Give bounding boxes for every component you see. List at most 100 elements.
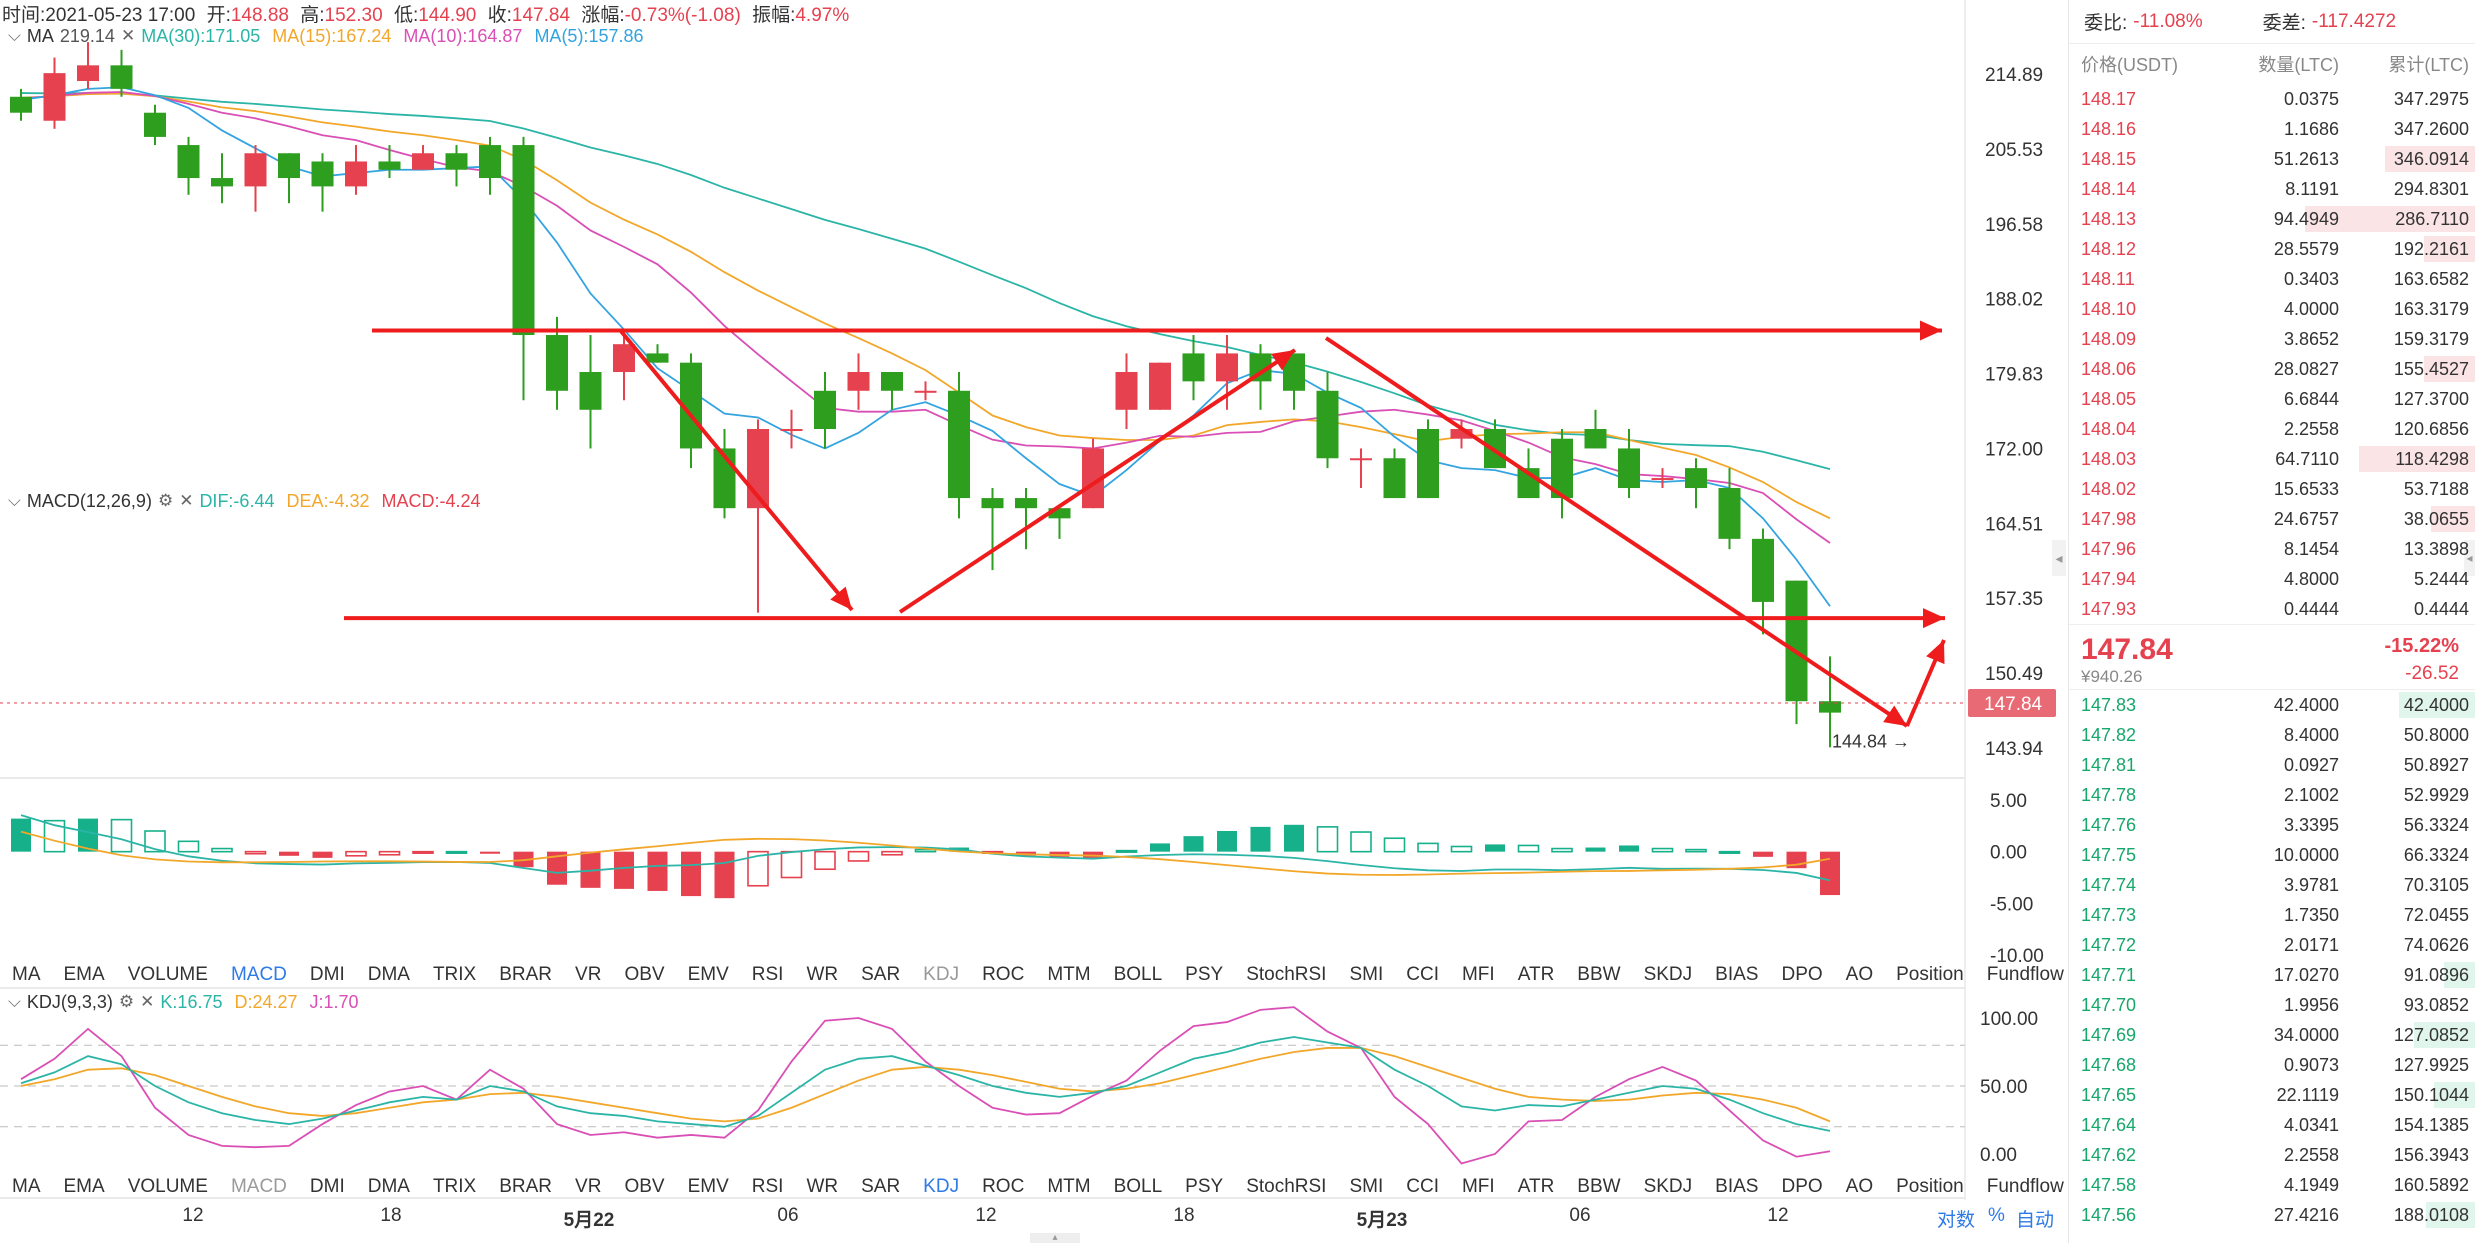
indicator-tab-kdj[interactable]: KDJ — [923, 1176, 960, 1197]
bid-row[interactable]: 147.83 42.4000 42.4000 — [2069, 690, 2475, 720]
indicator-tab-cci[interactable]: CCI — [1406, 1176, 1439, 1197]
ask-row[interactable]: 148.13 94.4949 286.7110 — [2069, 204, 2475, 234]
indicator-tab-obv[interactable]: OBV — [624, 964, 665, 985]
bid-row[interactable]: 147.82 8.4000 50.8000 — [2069, 720, 2475, 750]
kline-chart-canvas[interactable]: 214.89 205.53 196.58 188.02 179.83 172.00 164.… — [0, 0, 2060, 1243]
indicator-tab-position[interactable]: Position — [1896, 1176, 1964, 1197]
indicator-tab-boll[interactable]: BOLL — [1113, 1176, 1163, 1197]
ask-row[interactable]: 148.17 0.0375 347.2975 — [2069, 84, 2475, 114]
ask-row[interactable]: 148.03 64.7110 118.4298 — [2069, 444, 2475, 474]
indicator-tab-smi[interactable]: SMI — [1349, 964, 1384, 985]
indicator-tab-volume[interactable]: VOLUME — [127, 964, 208, 985]
bid-row[interactable]: 147.75 10.0000 66.3324 — [2069, 840, 2475, 870]
indicator-tab-wr[interactable]: WR — [806, 964, 839, 985]
indicator-tab-fundflow[interactable]: Fundflow — [1986, 964, 2064, 985]
indicator-tab-ao[interactable]: AO — [1845, 1176, 1874, 1197]
indicator-tab-trix[interactable]: TRIX — [432, 1176, 477, 1197]
log-scale-toggle[interactable]: 对数 — [1937, 1210, 1976, 1231]
panel-collapse-left-icon[interactable]: ◂ — [2052, 540, 2066, 576]
indicator-tab-obv[interactable]: OBV — [624, 1176, 665, 1197]
indicator-tab-volume[interactable]: VOLUME — [127, 1176, 208, 1197]
ask-row[interactable]: 148.04 2.2558 120.6856 — [2069, 414, 2475, 444]
bid-row[interactable]: 147.74 3.9781 70.3105 — [2069, 870, 2475, 900]
bid-row[interactable]: 147.81 0.0927 50.8927 — [2069, 750, 2475, 780]
indicator-tab-dma[interactable]: DMA — [367, 1176, 410, 1197]
ask-row[interactable]: 148.05 6.6844 127.3700 — [2069, 384, 2475, 414]
close-icon[interactable]: ✕ — [120, 26, 136, 45]
bid-row[interactable]: 147.76 3.3395 56.3324 — [2069, 810, 2475, 840]
close-icon[interactable]: ✕ — [140, 992, 155, 1011]
auto-scale-toggle[interactable]: 自动 — [2016, 1210, 2055, 1231]
close-icon[interactable]: ✕ — [179, 491, 194, 510]
ask-row[interactable]: 148.15 51.2613 346.0914 — [2069, 144, 2475, 174]
ask-row[interactable]: 147.98 24.6757 38.0655 — [2069, 504, 2475, 534]
indicator-tab-roc[interactable]: ROC — [982, 1176, 1025, 1197]
bid-row[interactable]: 147.64 4.0341 154.1385 — [2069, 1110, 2475, 1140]
bid-row[interactable]: 147.69 34.0000 127.0852 — [2069, 1020, 2475, 1050]
indicator-tab-stochrsi[interactable]: StochRSI — [1246, 964, 1327, 985]
indicator-tab-ao[interactable]: AO — [1845, 964, 1874, 985]
ask-row[interactable]: 147.96 8.1454 13.3898 — [2069, 534, 2475, 564]
indicator-tab-smi[interactable]: SMI — [1349, 1176, 1384, 1197]
indicator-tab-skdj[interactable]: SKDJ — [1643, 964, 1693, 985]
indicator-tab-boll[interactable]: BOLL — [1113, 964, 1163, 985]
indicator-tab-cci[interactable]: CCI — [1406, 964, 1439, 985]
bid-row[interactable]: 147.73 1.7350 72.0455 — [2069, 900, 2475, 930]
indicator-tab-mfi[interactable]: MFI — [1461, 964, 1495, 985]
indicator-tab-kdj[interactable]: KDJ — [923, 964, 960, 985]
indicator-tab-atr[interactable]: ATR — [1517, 1176, 1555, 1197]
collapse-chevron-icon[interactable]: ⌵ — [8, 26, 21, 45]
indicator-tab-sar[interactable]: SAR — [861, 964, 901, 985]
collapse-chevron-icon[interactable]: ⌵ — [8, 491, 21, 510]
ask-row[interactable]: 147.94 4.8000 5.2444 — [2069, 564, 2475, 594]
ask-row[interactable]: 147.93 0.4444 0.4444 — [2069, 594, 2475, 624]
indicator-tab-brar[interactable]: BRAR — [499, 964, 553, 985]
indicator-tab-dpo[interactable]: DPO — [1781, 964, 1823, 985]
bid-row[interactable]: 147.78 2.1002 52.9929 — [2069, 780, 2475, 810]
indicator-tab-dmi[interactable]: DMI — [309, 964, 345, 985]
indicator-tab-wr[interactable]: WR — [806, 1176, 839, 1197]
indicator-tab-emv[interactable]: EMV — [687, 964, 729, 985]
settings-gear-icon[interactable]: ⚙ — [118, 992, 135, 1011]
bid-row[interactable]: 147.58 4.1949 160.5892 — [2069, 1170, 2475, 1200]
indicator-tab-vr[interactable]: VR — [575, 1176, 602, 1197]
ask-row[interactable]: 148.09 3.8652 159.3179 — [2069, 324, 2475, 354]
indicator-tab-ema[interactable]: EMA — [63, 1176, 105, 1197]
indicator-tab-macd[interactable]: MACD — [230, 1176, 287, 1197]
indicator-tab-skdj[interactable]: SKDJ — [1643, 1176, 1693, 1197]
indicator-tab-dmi[interactable]: DMI — [309, 1176, 345, 1197]
ask-row[interactable]: 148.14 8.1191 294.8301 — [2069, 174, 2475, 204]
indicator-tab-brar[interactable]: BRAR — [499, 1176, 553, 1197]
indicator-tab-atr[interactable]: ATR — [1517, 964, 1555, 985]
indicator-tab-ma[interactable]: MA — [12, 1176, 41, 1197]
indicator-tab-rsi[interactable]: RSI — [751, 1176, 784, 1197]
bid-row[interactable]: 147.72 2.0171 74.0626 — [2069, 930, 2475, 960]
indicator-tab-dpo[interactable]: DPO — [1781, 1176, 1823, 1197]
indicator-tab-trix[interactable]: TRIX — [432, 964, 477, 985]
indicator-tab-roc[interactable]: ROC — [982, 964, 1025, 985]
indicator-tab-mtm[interactable]: MTM — [1047, 964, 1091, 985]
indicator-tab-psy[interactable]: PSY — [1185, 964, 1224, 985]
indicator-tab-stochrsi[interactable]: StochRSI — [1246, 1176, 1327, 1197]
ask-row[interactable]: 148.10 4.0000 163.3179 — [2069, 294, 2475, 324]
collapse-chevron-icon[interactable]: ⌵ — [8, 992, 21, 1011]
indicator-tab-bias[interactable]: BIAS — [1715, 964, 1759, 985]
indicator-tab-bias[interactable]: BIAS — [1715, 1176, 1759, 1197]
indicator-tab-ema[interactable]: EMA — [63, 964, 105, 985]
indicator-tab-emv[interactable]: EMV — [687, 1176, 729, 1197]
ask-row[interactable]: 148.12 28.5579 192.2161 — [2069, 234, 2475, 264]
ask-row[interactable]: 148.06 28.0827 155.4527 — [2069, 354, 2475, 384]
panel-resize-handle-icon[interactable]: ▴ — [1030, 1233, 1080, 1243]
indicator-tab-bbw[interactable]: BBW — [1577, 964, 1621, 985]
ask-row[interactable]: 148.11 0.3403 163.6582 — [2069, 264, 2475, 294]
panel-collapse-right-icon[interactable]: ◂ — [2464, 540, 2475, 576]
indicator-tab-vr[interactable]: VR — [575, 964, 602, 985]
bid-row[interactable]: 147.56 27.4216 188.0108 — [2069, 1200, 2475, 1230]
settings-gear-icon[interactable]: ⚙ — [157, 491, 174, 510]
bid-row[interactable]: 147.62 2.2558 156.3943 — [2069, 1140, 2475, 1170]
indicator-tab-fundflow[interactable]: Fundflow — [1986, 1176, 2064, 1197]
indicator-tab-bbw[interactable]: BBW — [1577, 1176, 1621, 1197]
bid-row[interactable]: 147.70 1.9956 93.0852 — [2069, 990, 2475, 1020]
bid-row[interactable]: 147.65 22.1119 150.1044 — [2069, 1080, 2475, 1110]
indicator-tab-sar[interactable]: SAR — [861, 1176, 901, 1197]
